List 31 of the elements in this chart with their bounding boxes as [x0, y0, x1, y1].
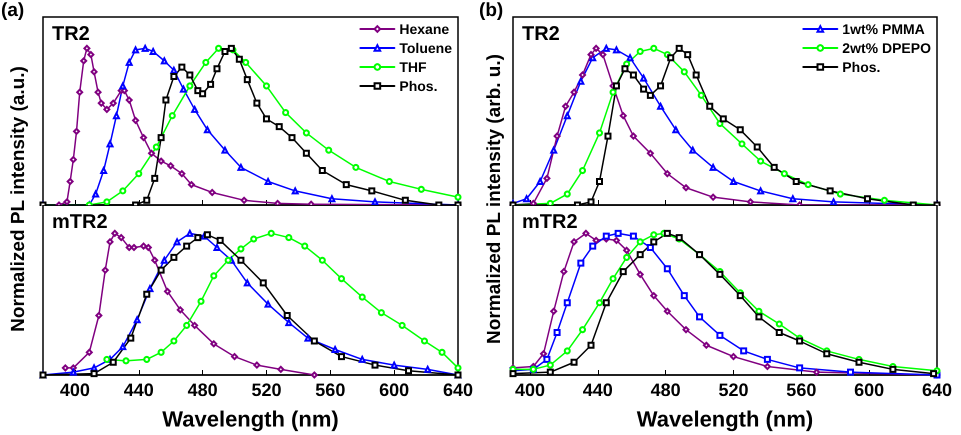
x-tick-label: 640 [442, 380, 474, 400]
legend-label: THF [399, 59, 428, 75]
legend-label: Phos. [399, 78, 438, 94]
text: (b) [479, 0, 504, 22]
x-tick-label: 560 [315, 380, 346, 400]
text: (a) [1, 0, 24, 22]
legend-label: Toluene [399, 40, 452, 56]
chart-title: TR2 [522, 23, 560, 45]
chart-title: TR2 [52, 23, 90, 45]
legend-label: Hexane [399, 21, 450, 37]
y-axis-title: Normalized PL intensity (a.u.) [8, 66, 29, 332]
x-axis-title: Wavelength (nm) [162, 406, 339, 432]
legend-label: 1wt% PMMA [842, 21, 925, 37]
x-tick-label: 400 [60, 380, 90, 400]
x-tick-label: 400 [514, 380, 545, 400]
chart-title: mTR2 [522, 211, 578, 233]
chart-title: mTR2 [52, 211, 108, 233]
x-tick-label: 560 [786, 380, 816, 400]
x-tick-label: 640 [922, 380, 952, 400]
x-tick-label: 480 [650, 380, 681, 400]
x-tick-label: 520 [251, 380, 282, 400]
y-axis-title: Normalized PL intensity (arb. u.) [484, 54, 505, 344]
x-axis-title: Wavelength (nm) [636, 406, 814, 432]
x-tick-label: 480 [188, 380, 218, 400]
legend-label: Phos. [842, 59, 880, 75]
x-tick-label: 600 [379, 380, 410, 400]
x-tick-label: 440 [124, 380, 154, 400]
x-tick-label: 600 [854, 380, 884, 400]
x-tick-label: 520 [718, 380, 749, 400]
legend-label: 2wt% DPEPO [842, 40, 932, 56]
x-tick-label: 440 [582, 380, 613, 400]
